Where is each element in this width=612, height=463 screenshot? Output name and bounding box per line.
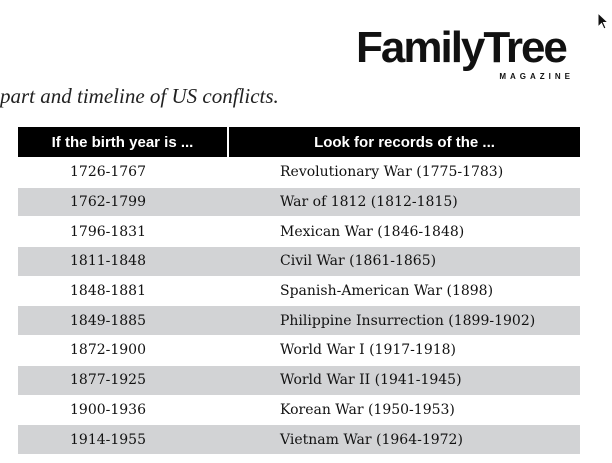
table-row: 1900-1936 Korean War (1950-1953)	[18, 394, 580, 425]
table-row: 1726-1767 Revolutionary War (1775-1783)	[18, 157, 580, 188]
conflict-cell: Philippine Insurrection (1899-1902)	[228, 305, 580, 336]
header-cell: If the birth year is ...	[18, 127, 228, 158]
conflict-cell: Civil War (1861-1865)	[228, 246, 580, 277]
table-row: 1849-1885 Philippine Insurrection (1899-1…	[18, 305, 580, 336]
table-row: 1914-1955 Vietnam War (1964-1972)	[18, 424, 580, 454]
birth-year-cell: 1811-1848	[18, 246, 228, 277]
table-row: 1811-1848 Civil War (1861-1865)	[18, 246, 580, 277]
table-body: 1726-1767 Revolutionary War (1775-1783) 17…	[18, 157, 580, 454]
conflict-cell: War of 1812 (1812-1815)	[228, 186, 580, 217]
birth-year-cell: 1796-1831	[18, 216, 228, 247]
table-row: 1877-1925 World War II (1941-1945)	[18, 364, 580, 395]
header-cell: Look for records of the ...	[227, 127, 580, 158]
birth-year-cell: 1848-1881	[18, 275, 228, 306]
mouse-cursor	[597, 12, 610, 30]
birth-year-cell: 1726-1767	[18, 157, 228, 188]
table-row: 1796-1831 Mexican War (1846-1848)	[18, 216, 580, 247]
conflict-cell: Spanish-American War (1898)	[228, 275, 580, 306]
birth-year-cell: 1762-1799	[18, 186, 228, 217]
conflict-cell: Korean War (1950-1953)	[228, 394, 580, 425]
table-row: 1872-1900 World War I (1917-1918)	[18, 335, 580, 366]
birth-year-cell: 1877-1925	[18, 364, 228, 395]
header-row: If the birth year is ... Look for record…	[18, 127, 580, 158]
conflicts-table: If the birth year is ... Look for record…	[18, 127, 580, 454]
birth-year-cell: 1900-1936	[18, 394, 228, 425]
conflict-cell: Vietnam War (1964-1972)	[228, 424, 580, 454]
conflict-cell: World War II (1941-1945)	[228, 364, 580, 395]
birth-year-cell: 1849-1885	[18, 305, 228, 336]
table-row: 1762-1799 War of 1812 (1812-1815)	[18, 186, 580, 217]
logo[interactable]: FamilyTree MAGAZINE	[356, 24, 580, 88]
intro-text: part and timeline of US conflicts.	[0, 84, 279, 108]
birth-year-cell: 1914-1955	[18, 424, 228, 454]
logo-subtitle: MAGAZINE	[499, 72, 574, 81]
logo-name: FamilyTree	[356, 23, 568, 72]
conflict-cell: World War I (1917-1918)	[228, 335, 580, 366]
table-row: 1848-1881 Spanish-American War (1898)	[18, 275, 580, 306]
birth-year-cell: 1872-1900	[18, 335, 228, 366]
conflict-cell: Revolutionary War (1775-1783)	[228, 157, 580, 188]
conflict-cell: Mexican War (1846-1848)	[228, 216, 580, 247]
